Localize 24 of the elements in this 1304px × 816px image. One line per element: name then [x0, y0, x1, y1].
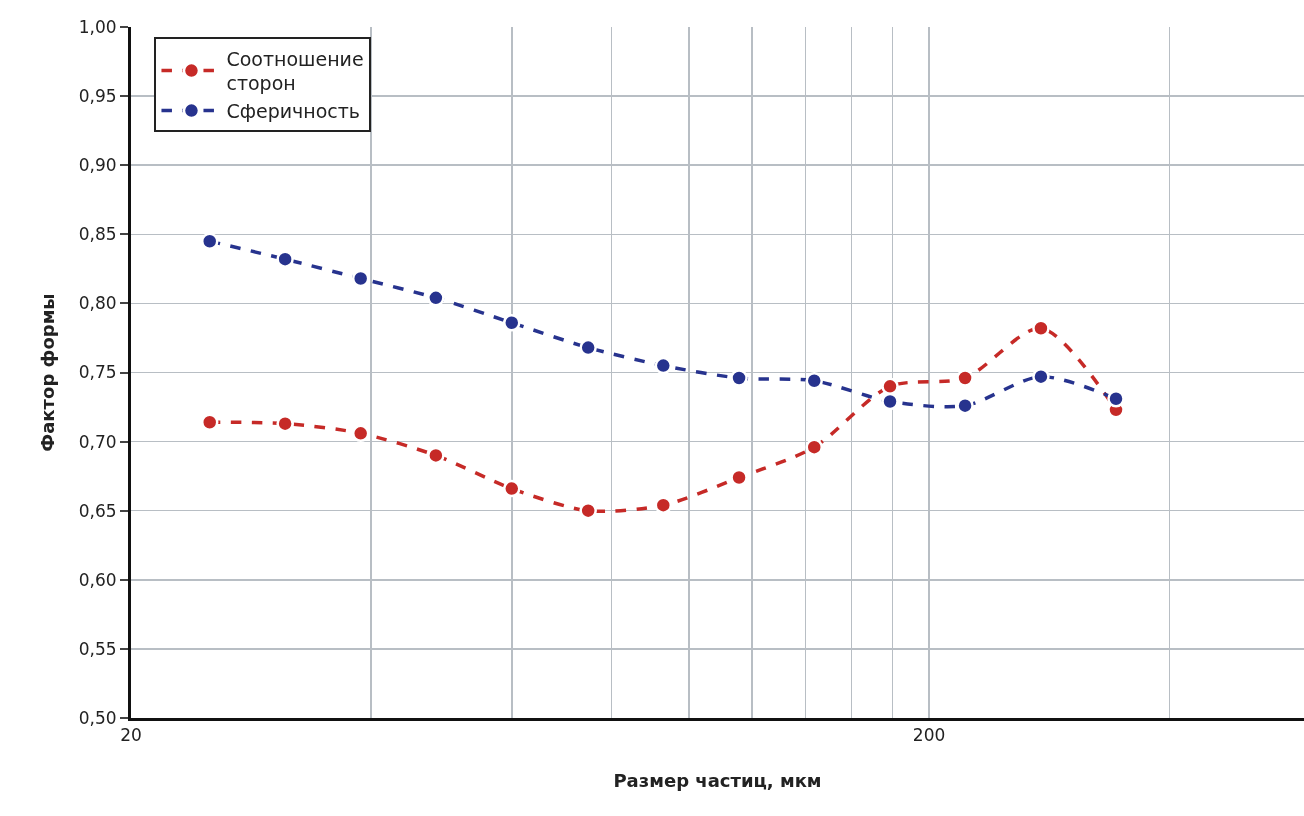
point [881, 377, 899, 396]
legend-label: Сферичность [226, 100, 361, 123]
y-tick-label: 0,85 [78, 224, 117, 245]
x-tick-label: 200 [912, 725, 946, 746]
point [503, 479, 521, 498]
y-tick-label: 0,75 [78, 362, 117, 383]
y-tick-label: 0,55 [78, 638, 117, 659]
point [1107, 390, 1125, 408]
legend-label: Соотношение сторон [226, 47, 364, 95]
y-tick-label: 0,60 [78, 569, 117, 590]
point [503, 314, 521, 332]
x-tick-label: 20 [120, 725, 142, 746]
y-tick-label: 0,70 [78, 431, 117, 452]
y-tick-label: 0,80 [78, 293, 117, 314]
y-tick-label: 0,65 [78, 500, 117, 521]
point [730, 369, 748, 387]
y-tick-label: 1,00 [78, 16, 117, 37]
y-tick-label: 0,50 [78, 707, 117, 728]
y-tick-label: 0,90 [78, 155, 117, 176]
point [956, 369, 974, 387]
y-axis-title: Фактор формы [36, 293, 58, 452]
y-tick-label: 0,95 [78, 86, 117, 107]
point [881, 392, 899, 411]
x-axis-title: Размер частиц, мкм [613, 769, 822, 791]
